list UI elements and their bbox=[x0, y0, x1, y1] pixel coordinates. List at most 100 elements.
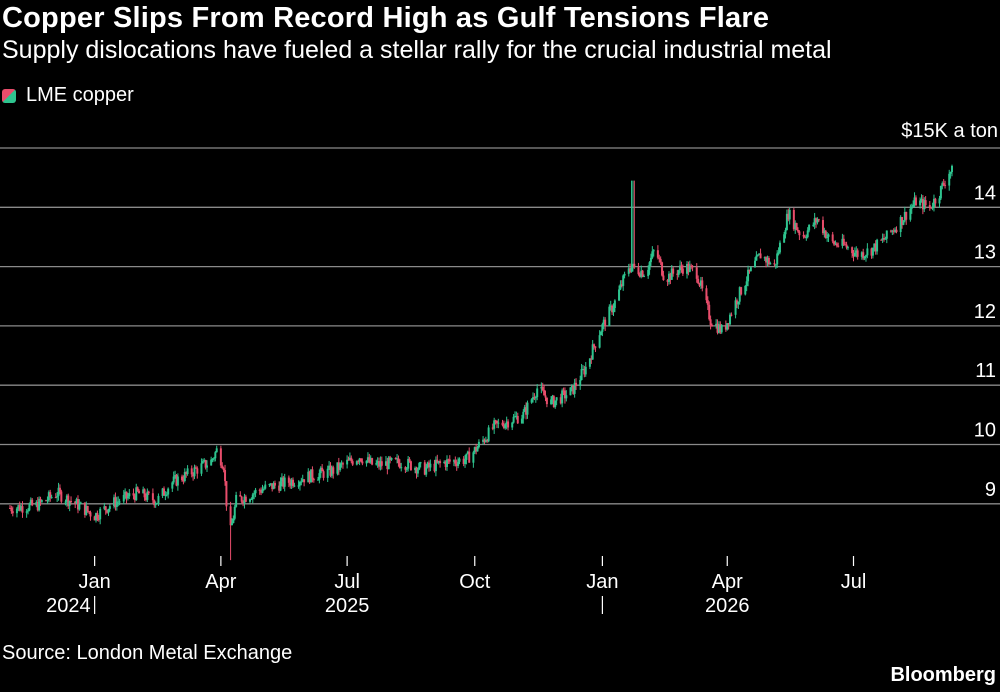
candle-body bbox=[866, 248, 869, 256]
candle-body bbox=[601, 324, 604, 332]
candle-body bbox=[476, 447, 479, 452]
candle-body bbox=[594, 346, 597, 348]
candle-body bbox=[871, 247, 874, 256]
candle-body bbox=[884, 238, 887, 240]
candle-body bbox=[532, 397, 535, 400]
candle-body bbox=[146, 491, 149, 500]
candle-body bbox=[726, 323, 729, 330]
candle-body bbox=[196, 468, 199, 474]
candle-body bbox=[851, 247, 854, 254]
candle-body bbox=[709, 319, 712, 326]
candle-body bbox=[894, 229, 897, 232]
candle-body bbox=[18, 505, 21, 511]
candle-body bbox=[563, 390, 566, 399]
candle-body bbox=[355, 461, 358, 465]
candle-body bbox=[292, 479, 295, 486]
candle-body bbox=[486, 440, 489, 442]
candle-body bbox=[232, 518, 235, 524]
candle-body bbox=[691, 265, 694, 268]
candle-body bbox=[710, 325, 713, 327]
candle-body bbox=[312, 479, 315, 481]
candle-body bbox=[672, 268, 675, 274]
candle-body bbox=[860, 252, 863, 257]
candle-body bbox=[640, 270, 643, 277]
candle-body bbox=[749, 267, 752, 272]
candle-body bbox=[842, 238, 845, 245]
candle-body bbox=[161, 488, 164, 496]
candle-body bbox=[666, 280, 669, 282]
candle-body bbox=[555, 397, 558, 401]
source-note: Source: London Metal Exchange bbox=[2, 642, 293, 664]
candle-body bbox=[365, 460, 368, 464]
candle-body bbox=[307, 471, 310, 483]
candle-body bbox=[308, 471, 311, 483]
candle-body bbox=[107, 508, 110, 513]
candle-body bbox=[427, 462, 430, 468]
candle-body bbox=[273, 482, 276, 486]
y-tick-label: 14 bbox=[974, 182, 996, 204]
candle-body bbox=[522, 411, 525, 419]
candle-body bbox=[448, 459, 451, 462]
candle-body bbox=[419, 462, 422, 464]
candle-body bbox=[318, 473, 321, 480]
candle-body bbox=[464, 459, 467, 464]
candle-body bbox=[261, 489, 264, 493]
candle-body bbox=[609, 305, 612, 307]
candle-body bbox=[375, 463, 378, 465]
candle-body bbox=[823, 230, 826, 234]
candle-body bbox=[215, 448, 218, 453]
candle-body bbox=[162, 488, 165, 496]
candle-body bbox=[297, 485, 300, 487]
candle-body bbox=[944, 184, 947, 186]
candle-body bbox=[25, 511, 28, 513]
candle-body bbox=[803, 236, 806, 238]
candle-body bbox=[813, 218, 816, 225]
candle-body bbox=[874, 243, 877, 252]
candle-body bbox=[921, 198, 924, 210]
candle-body bbox=[192, 474, 195, 477]
y-unit-label: $15K a ton bbox=[901, 120, 998, 142]
candle-body bbox=[541, 386, 544, 391]
candle-body bbox=[287, 477, 290, 483]
candle-body bbox=[229, 506, 232, 526]
candle-body bbox=[436, 459, 439, 463]
candle-body bbox=[758, 253, 761, 256]
candle-body bbox=[579, 380, 582, 386]
candle-body bbox=[794, 223, 797, 230]
candle-body bbox=[11, 511, 14, 514]
candle-body bbox=[681, 268, 684, 274]
candle-body bbox=[193, 467, 196, 477]
candle-body bbox=[706, 300, 709, 305]
candle-body bbox=[938, 198, 941, 204]
candle-body bbox=[618, 289, 621, 301]
candle-body bbox=[903, 211, 906, 221]
candle-body bbox=[390, 457, 393, 460]
candle-body bbox=[386, 461, 389, 470]
candle-body bbox=[924, 200, 927, 206]
candle-body bbox=[914, 197, 917, 206]
candle-body bbox=[368, 457, 371, 463]
candle-body bbox=[380, 461, 383, 466]
candle-body bbox=[221, 465, 224, 469]
candle-body bbox=[31, 499, 34, 506]
candle-body bbox=[494, 420, 497, 422]
candle-body bbox=[347, 459, 350, 461]
candle-body bbox=[648, 262, 651, 270]
candle-body bbox=[855, 250, 858, 253]
candle-body bbox=[473, 447, 476, 453]
candle-body bbox=[183, 472, 186, 482]
candle-body bbox=[361, 461, 364, 464]
candle-body bbox=[745, 281, 748, 286]
candle-body bbox=[329, 465, 332, 476]
candle-body bbox=[817, 219, 820, 221]
candle-body bbox=[649, 257, 652, 263]
candle-body bbox=[143, 489, 146, 498]
candle-body bbox=[931, 207, 934, 209]
candle-body bbox=[224, 470, 227, 482]
candle-body bbox=[913, 197, 916, 205]
candle-body bbox=[951, 165, 953, 173]
candle-body bbox=[409, 461, 412, 471]
y-tick-label: 9 bbox=[985, 479, 996, 501]
candle-body bbox=[322, 471, 325, 478]
